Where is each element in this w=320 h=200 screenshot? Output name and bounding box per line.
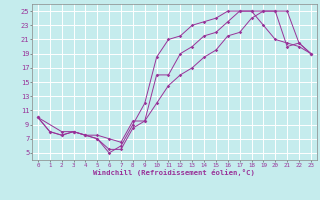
X-axis label: Windchill (Refroidissement éolien,°C): Windchill (Refroidissement éolien,°C) [93, 169, 255, 176]
